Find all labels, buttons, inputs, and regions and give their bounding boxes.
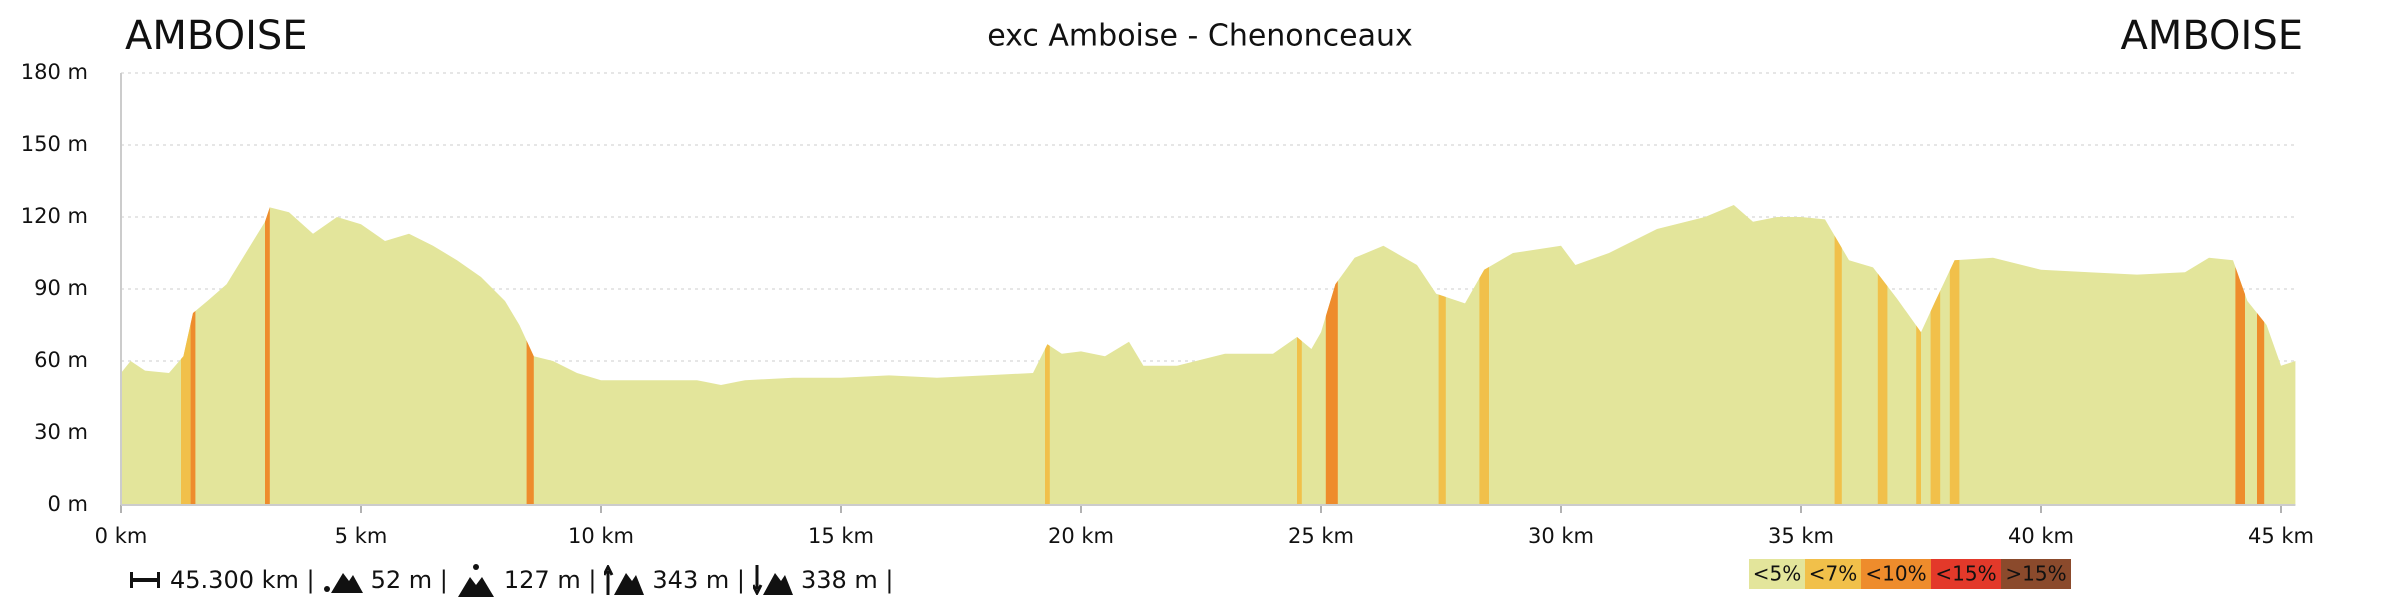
slope-segments xyxy=(181,205,2265,505)
x-tick-label: 0 km xyxy=(95,524,148,548)
y-tick-label: 120 m xyxy=(21,204,88,228)
legend-swatch xyxy=(1805,559,1861,589)
slope-segment xyxy=(190,205,196,505)
legend-label: <5% xyxy=(1753,562,1802,586)
slope-segment xyxy=(1045,205,1050,505)
min-altitude: 52 m | xyxy=(370,566,448,594)
slope-segment xyxy=(2235,205,2245,505)
x-tick-label: 10 km xyxy=(568,524,634,548)
slope-segment xyxy=(1916,205,1921,505)
slope-segment xyxy=(2257,205,2265,505)
descent: 338 m | xyxy=(800,566,894,594)
y-tick-label: 0 m xyxy=(48,492,89,516)
legend-label: >15% xyxy=(2005,562,2066,586)
y-tick-label: 90 m xyxy=(34,276,88,300)
start-label: AMBOISE xyxy=(125,13,308,59)
x-tick-label: 25 km xyxy=(1288,524,1354,548)
min-altitude-icon xyxy=(323,573,363,593)
x-tick-label: 40 km xyxy=(2008,524,2074,548)
slope-legend: <5% <7% <10% <15% >15% xyxy=(1749,559,2071,589)
stats-bar: 45.300 km | 52 m | 127 m | 343 m | 338 m… xyxy=(128,563,893,597)
slope-segment xyxy=(1297,205,1302,505)
y-tick-label: 30 m xyxy=(34,420,88,444)
legend-label: <15% xyxy=(1935,562,1996,586)
x-tick-label: 15 km xyxy=(808,524,874,548)
max-altitude: 127 m | xyxy=(503,566,597,594)
slope-segment xyxy=(181,205,191,505)
distance-icon xyxy=(130,572,160,588)
ascent-icon xyxy=(604,565,645,595)
max-altitude-icon xyxy=(457,564,494,597)
y-tick-label: 150 m xyxy=(21,132,88,156)
legend-label: <7% xyxy=(1809,562,1858,586)
slope-segment xyxy=(1438,205,1446,505)
y-tick-label: 60 m xyxy=(34,348,88,372)
chart-title: exc Amboise - Chenonceaux xyxy=(987,19,1413,54)
slope-segment xyxy=(1479,205,1489,505)
legend-swatch xyxy=(1861,559,1931,589)
x-tick-label: 5 km xyxy=(335,524,388,548)
x-tick-label: 35 km xyxy=(1768,524,1834,548)
slope-segment xyxy=(1949,205,1960,505)
x-tick-label: 30 km xyxy=(1528,524,1594,548)
end-label: AMBOISE xyxy=(2120,13,2303,59)
legend-swatch xyxy=(2001,559,2071,589)
ascent: 343 m | xyxy=(652,566,745,594)
slope-segment xyxy=(1834,205,1842,505)
y-tick-label: 180 m xyxy=(21,60,88,84)
slope-segment xyxy=(1877,205,1888,505)
x-tick-label: 45 km xyxy=(2248,524,2314,548)
legend-swatch xyxy=(1749,559,1805,589)
descent-icon xyxy=(752,565,793,595)
chart: exc Amboise - Chenonceaux AMBOISE AMBOIS… xyxy=(21,13,2314,548)
slope-segment xyxy=(526,205,534,505)
x-tick-label: 20 km xyxy=(1048,524,1114,548)
slope-segment xyxy=(265,205,270,505)
distance: 45.300 km | xyxy=(170,566,315,594)
legend-swatch xyxy=(1931,559,2001,589)
legend-label: <10% xyxy=(1865,562,1926,586)
elevation-area xyxy=(121,205,2296,505)
slope-segment xyxy=(1930,205,1941,505)
